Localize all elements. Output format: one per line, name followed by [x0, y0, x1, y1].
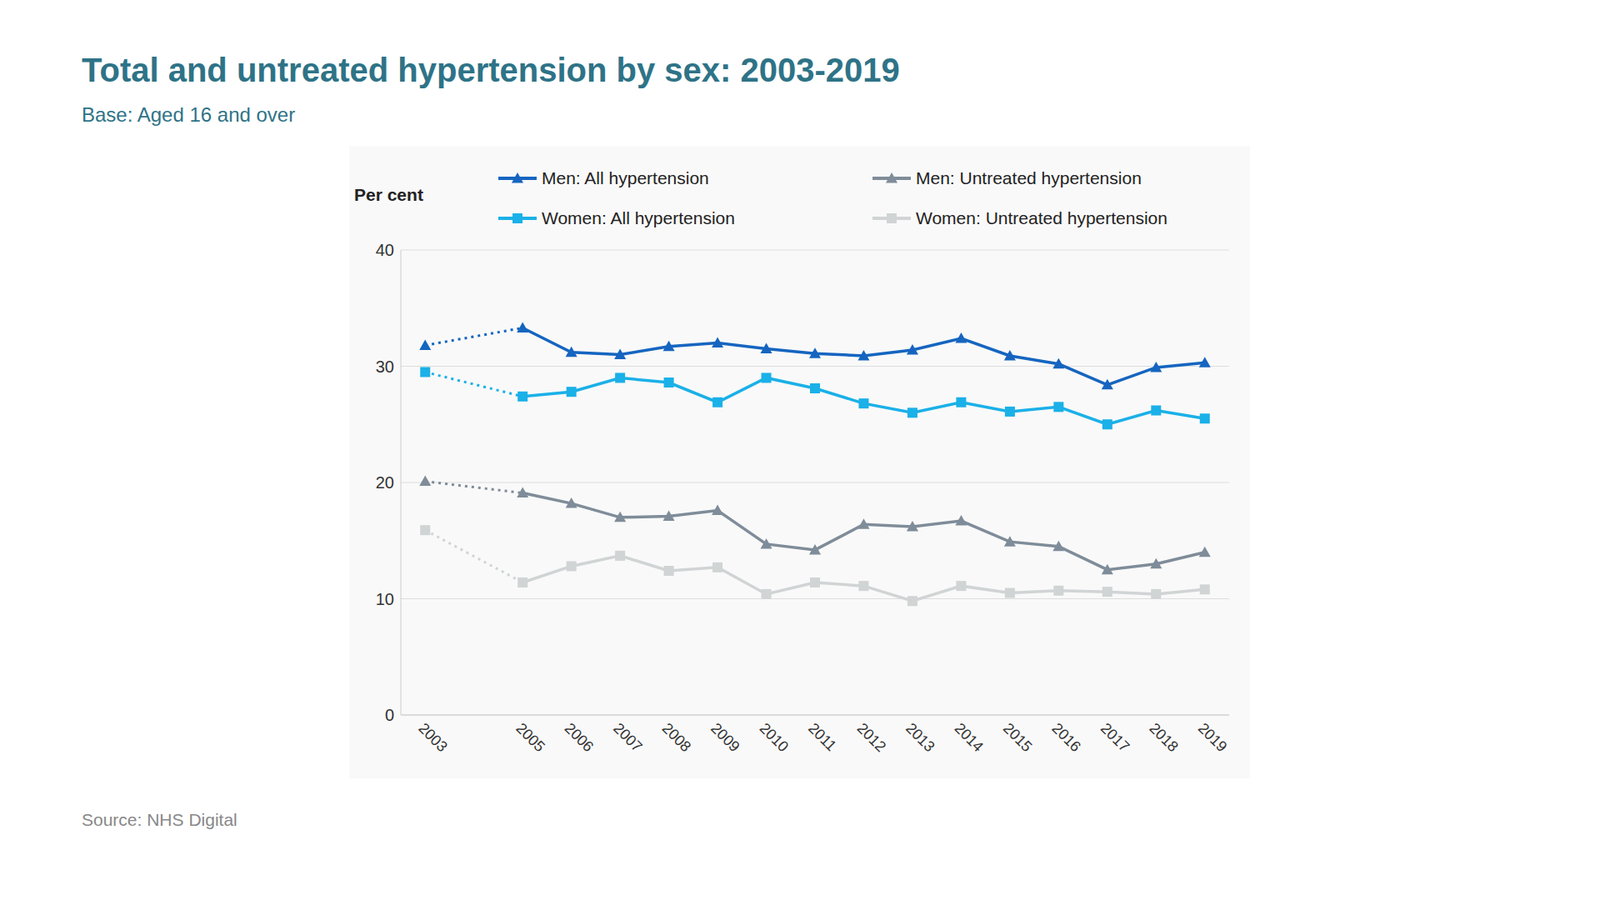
html-text:Women: All hypertension: Women: All hypertension [541, 208, 735, 228]
svg-text:10: 10 [375, 590, 395, 609]
svg-text:2013: 2013 [902, 720, 938, 755]
svg-text:2014: 2014 [951, 720, 987, 755]
svg-text:40: 40 [375, 241, 395, 260]
svg-text:0: 0 [385, 705, 395, 725]
svg-text:2017: 2017 [1097, 720, 1133, 755]
svg-text:2012: 2012 [854, 720, 890, 755]
svg-text:30: 30 [375, 357, 395, 376]
svg-text:2016: 2016 [1048, 720, 1084, 755]
html-text:Per cent: Per cent [354, 185, 424, 205]
svg-text:2018: 2018 [1145, 720, 1181, 755]
html-text:Source: NHS Digital: Source: NHS Digital [81, 810, 238, 830]
svg-text:2015: 2015 [1000, 720, 1035, 755]
html-text:Women: Untreated hypertension: Women: Untreated hypertension [915, 208, 1168, 228]
html-text:Men: Untreated hypertension: Men: Untreated hypertension [915, 168, 1142, 188]
svg-text:2003: 2003 [415, 720, 450, 755]
html-text:Men: All hypertension: Men: All hypertension [541, 168, 709, 188]
svg-text:2011: 2011 [805, 720, 840, 755]
html-text:Base: Aged 16 and over: Base: Aged 16 and over [81, 103, 296, 126]
svg-text:2005: 2005 [512, 720, 548, 755]
svg-text:20: 20 [375, 473, 395, 492]
svg-text:2019: 2019 [1195, 720, 1230, 755]
svg-text:2009: 2009 [707, 720, 743, 755]
svg-text:2008: 2008 [659, 720, 695, 755]
svg-text:2006: 2006 [561, 720, 597, 755]
svg-text:2010: 2010 [756, 720, 792, 755]
svg-text:2007: 2007 [610, 720, 645, 755]
html-text:Total and untreated hypertensi: Total and untreated hypertension by sex:… [81, 51, 900, 89]
